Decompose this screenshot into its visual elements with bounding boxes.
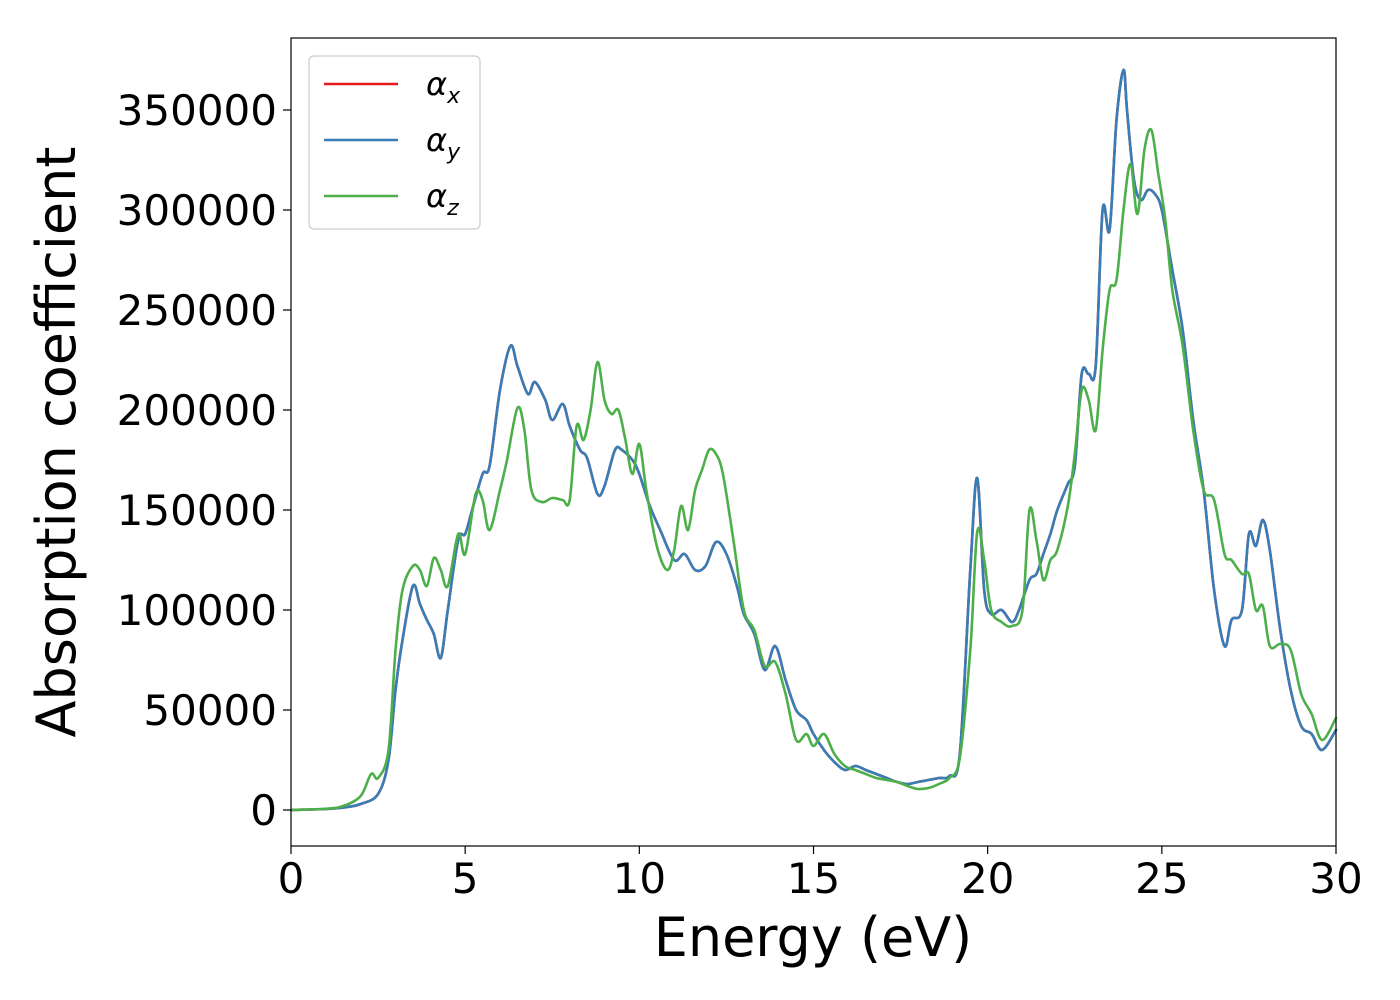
legend-symbol: α [426, 177, 447, 215]
y-tick-label: 50000 [143, 686, 277, 735]
legend-symbol: α [426, 65, 447, 103]
y-tick-label: 350000 [117, 86, 277, 135]
series-layer [289, 68, 1338, 812]
y-tick-label: 100000 [117, 586, 277, 635]
x-tick-label: 10 [613, 854, 666, 903]
x-tick-label: 20 [961, 854, 1014, 903]
y-tick-label: 300000 [117, 186, 277, 235]
x-axis: 0 5 10 15 20 25 30 [278, 846, 1363, 903]
y-tick-label: 250000 [117, 286, 277, 335]
legend-subscript: y [446, 140, 461, 165]
series-line-z [289, 127, 1338, 812]
y-axis-label: Absorption coefficient [25, 147, 88, 738]
x-tick-label: 15 [787, 854, 840, 903]
x-tick-label: 30 [1309, 854, 1362, 903]
x-tick-label: 25 [1135, 854, 1188, 903]
y-axis: 0 50000 100000 150000 200000 250000 300000 3500… [117, 86, 291, 835]
x-tick-label: 5 [452, 854, 479, 903]
legend-symbol: α [426, 121, 447, 159]
legend-label-z: αz [426, 177, 459, 221]
series-line-y [289, 68, 1338, 812]
y-tick-label: 150000 [117, 486, 277, 535]
y-tick-label: 200000 [117, 386, 277, 435]
x-tick-label: 0 [278, 854, 305, 903]
legend-subscript: x [446, 84, 461, 109]
legend-box [308, 55, 481, 230]
legend-label-y: αy [426, 121, 461, 165]
legend-label-x: αx [426, 65, 461, 109]
x-axis-label: Energy (eV) [654, 906, 973, 969]
y-tick-label: 0 [250, 786, 277, 835]
legend-subscript: z [446, 196, 459, 221]
